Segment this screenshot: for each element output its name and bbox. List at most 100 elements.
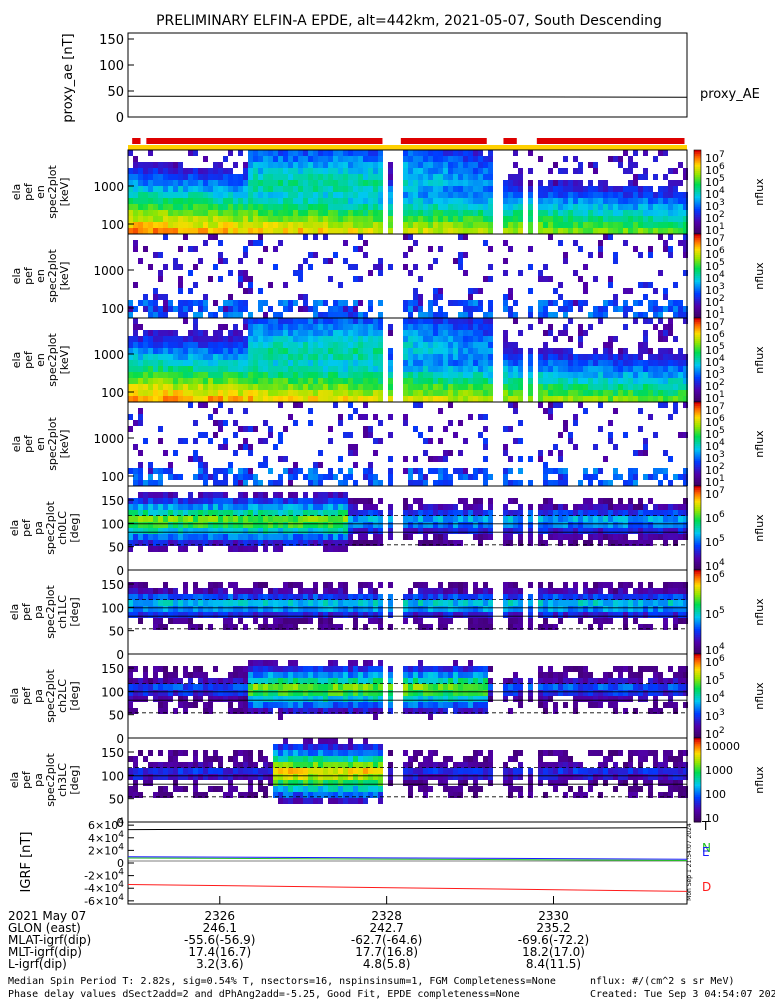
spectrogram-cell: [363, 252, 368, 258]
tick-exponent: 5: [719, 342, 725, 352]
spectrogram-cell: [263, 540, 268, 546]
spectrogram-cell: [478, 162, 483, 168]
spectrogram-cell: [528, 480, 533, 486]
spectrogram-cell: [463, 594, 468, 600]
spectrogram-cell: [133, 222, 138, 228]
spectrogram-cell: [403, 228, 408, 234]
spectrogram-cell: [428, 168, 433, 174]
spectrogram-cell: [478, 504, 483, 510]
spectrogram-cell: [418, 618, 423, 624]
spectrogram-cell: [428, 510, 433, 516]
spectrogram-cell: [378, 396, 383, 402]
spectrogram-cell: [658, 384, 663, 390]
spectrogram-cell: [668, 348, 673, 354]
spectrogram-cell: [283, 192, 288, 198]
quality-segment-red: [146, 138, 383, 144]
spectrogram-cell: [453, 186, 458, 192]
spectrogram-cell: [378, 540, 383, 546]
spectrogram-cell: [198, 378, 203, 384]
spectrogram-cell: [208, 234, 213, 240]
spectrogram-cell: [633, 528, 638, 534]
spectrogram-cell: [143, 498, 148, 504]
spectrogram-cell: [448, 540, 453, 546]
panel-ylabel-word: en: [34, 353, 47, 367]
spectrogram-cell: [128, 612, 133, 618]
spectrogram-cell: [313, 216, 318, 222]
spectrogram-cell: [153, 624, 158, 630]
spectrogram-cell: [158, 366, 163, 372]
spectrogram-cell: [408, 180, 413, 186]
spectrogram-cell: [358, 396, 363, 402]
spectrogram-cell: [188, 600, 193, 606]
spectrogram-cell: [578, 342, 583, 348]
spectrogram-cell: [658, 330, 663, 336]
spectrogram-cell: [213, 264, 218, 270]
spectrogram-cell: [603, 180, 608, 186]
spectrogram-cell: [128, 390, 133, 396]
spectrogram-cell: [128, 366, 133, 372]
spectrogram-cell: [233, 396, 238, 402]
spectrogram-cell: [518, 228, 523, 234]
spectrogram-cell: [338, 588, 343, 594]
spectrogram-cell: [578, 192, 583, 198]
colorbar-cell: [694, 261, 701, 264]
spectrogram-cell: [128, 582, 133, 588]
colorbar-cell: [694, 502, 701, 506]
spectrogram-cell: [248, 612, 253, 618]
spectrogram-cell: [173, 222, 178, 228]
spectrogram-cell: [448, 168, 453, 174]
spectrogram-cell: [223, 390, 228, 396]
spectrogram-cell: [233, 432, 238, 438]
spectrogram-cell: [468, 180, 473, 186]
spectrogram-cell: [128, 228, 133, 234]
spectrogram-cell: [488, 474, 493, 480]
spectrogram-cell: [438, 396, 443, 402]
spectrogram-cell: [183, 354, 188, 360]
spectrogram-cell: [658, 270, 663, 276]
colorbar-tick-label: 107: [705, 402, 725, 417]
spectrogram-cell: [283, 426, 288, 432]
spectrogram-cell: [323, 168, 328, 174]
spectrogram-cell: [133, 480, 138, 486]
spectrogram-cell: [408, 348, 413, 354]
spectrogram-cell: [618, 360, 623, 366]
spectrogram-cell: [303, 294, 308, 300]
spectrogram-cell: [273, 372, 278, 378]
spectrogram-cell: [568, 516, 573, 522]
panel-ytick-label: 50: [109, 541, 124, 555]
spectrogram-cell: [373, 360, 378, 366]
spectrogram-cell: [333, 372, 338, 378]
spectrogram-cell: [228, 528, 233, 534]
spectrogram-cell: [203, 504, 208, 510]
spectrogram-cell: [598, 228, 603, 234]
spectrogram-cell: [308, 510, 313, 516]
tick-base: 10: [705, 296, 719, 309]
spectrogram-cell: [328, 594, 333, 600]
spectrogram-cell: [463, 348, 468, 354]
spectrogram-cell: [153, 288, 158, 294]
spectrogram-cell: [513, 438, 518, 444]
spectrogram-cell: [333, 534, 338, 540]
spectrogram-cell: [273, 600, 278, 606]
panel-ytick-label: 100: [101, 470, 124, 484]
spectrogram-cell: [678, 390, 683, 396]
colorbar-cell: [694, 204, 701, 208]
spectrogram-cell: [658, 150, 663, 156]
spectrogram-cell: [168, 168, 173, 174]
spectrogram-cell: [473, 378, 478, 384]
spectrogram-cell: [213, 540, 218, 546]
spectrogram-cell: [548, 516, 553, 522]
spectrogram-cell: [428, 300, 433, 306]
spectrogram-cell: [288, 348, 293, 354]
colorbar-cell: [694, 370, 701, 374]
spectrogram-cell: [673, 528, 678, 534]
spectrogram-cell: [403, 528, 408, 534]
spectrogram-cell: [233, 192, 238, 198]
tick-exponent: 1: [719, 306, 725, 316]
spectrogram-cell: [333, 324, 338, 330]
spectrogram-cell: [448, 222, 453, 228]
spectrogram-cell: [583, 264, 588, 270]
tick-base: 10: [705, 344, 719, 357]
spectrogram-cell: [683, 432, 688, 438]
spectrogram-cell: [263, 360, 268, 366]
